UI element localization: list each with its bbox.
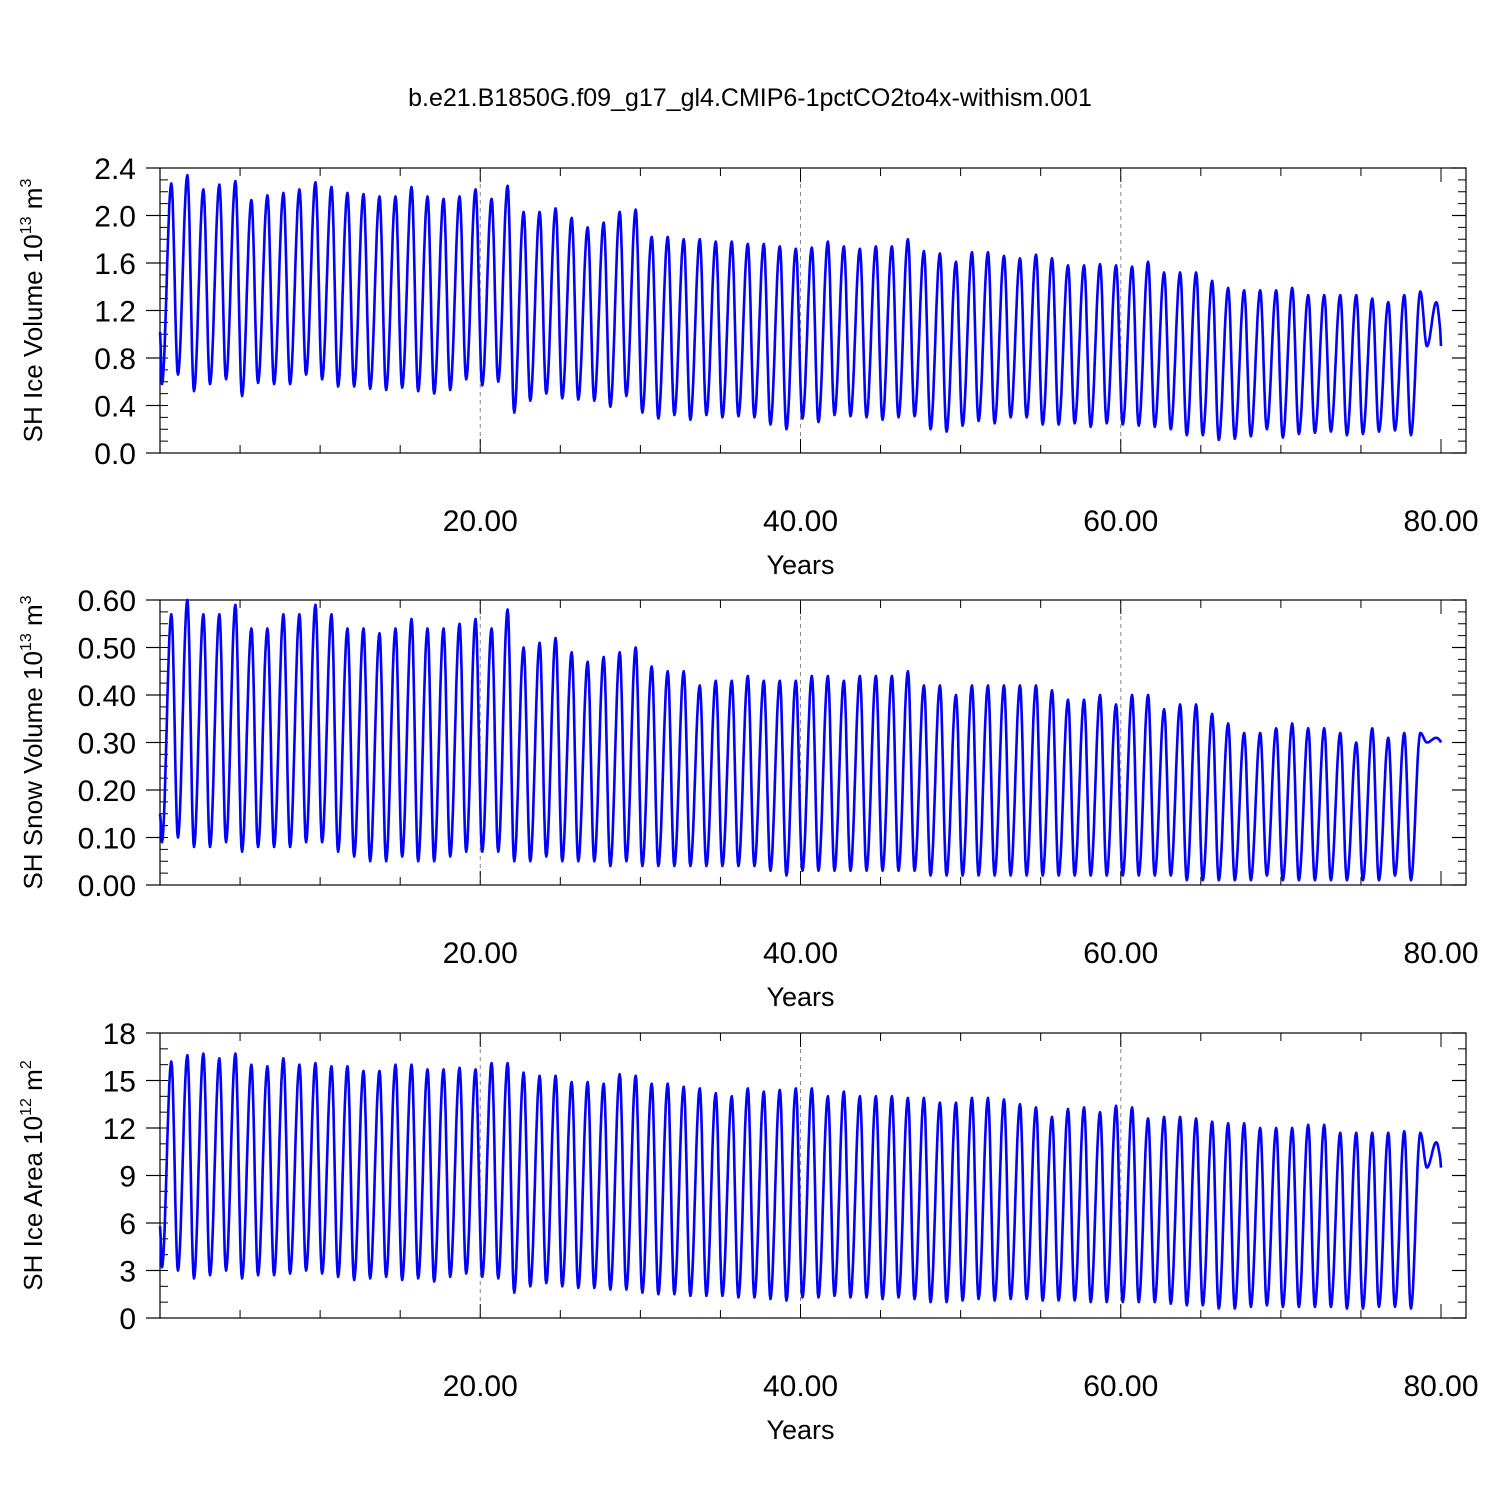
y-tick-label: 1.6 [94, 248, 136, 281]
x-tick-label: 20.00 [443, 937, 518, 970]
x-tick-label: 80.00 [1403, 937, 1478, 970]
y-axis-label-unit: m [18, 188, 48, 217]
x-tick-label: 40.00 [763, 1370, 838, 1403]
y-tick-label: 0 [119, 1303, 136, 1336]
y-axis-label-unit-exponent: 3 [18, 595, 35, 604]
y-tick-label: 0.50 [78, 633, 136, 666]
chart-title: b.e21.B1850G.f09_g17_gl4.CMIP6-1pctCO2to… [408, 84, 1092, 112]
y-tick-label: 0.00 [78, 870, 136, 903]
y-tick-label: 3 [119, 1256, 136, 1289]
x-tick-label: 60.00 [1083, 505, 1158, 538]
x-tick-label: 80.00 [1403, 505, 1478, 538]
y-axis-label: SH Snow Volume 1013 m3 [18, 595, 48, 889]
x-tick-label: 20.00 [443, 505, 518, 538]
y-tick-label: 1.2 [94, 296, 136, 329]
y-axis-label-prefix: SH Snow Volume 10 [18, 651, 48, 889]
x-tick-label: 60.00 [1083, 1370, 1158, 1403]
y-tick-label: 0.8 [94, 343, 136, 376]
y-tick-label: 0.4 [94, 391, 136, 424]
y-tick-label: 15 [103, 1066, 136, 1099]
x-tick-label: 20.00 [443, 1370, 518, 1403]
panel-sh-ice-volume: 0.0 0.4 0.8 1.2 1.6 2.0 2.4 20.00 40.00 60.00 80.0… [18, 153, 1479, 580]
y-tick-label: 12 [103, 1113, 136, 1146]
y-axis-label-unit: m [18, 1069, 48, 1098]
y-tick-label: 9 [119, 1161, 136, 1194]
y-tick-label: 0.20 [78, 775, 136, 808]
series-line-sh-snow-volume [158, 598, 1443, 882]
y-axis-label-exponent: 13 [18, 633, 35, 651]
x-tick-label: 40.00 [763, 505, 838, 538]
y-axis-label-exponent: 13 [18, 216, 35, 234]
y-tick-label: 0.60 [78, 585, 136, 618]
x-tick-label: 60.00 [1083, 937, 1158, 970]
y-tick-label: 18 [103, 1018, 136, 1051]
panel-sh-snow-volume: 0.00 0.10 0.20 0.30 0.40 0.50 0.60 20.00 40.00 60… [18, 585, 1479, 1012]
y-tick-label: 0.40 [78, 680, 136, 713]
y-tick-label: 0.30 [78, 728, 136, 761]
y-tick-label: 2.0 [94, 201, 136, 234]
panel-sh-ice-area: 0 3 6 9 12 15 18 20.00 40.00 60.00 80.00 Years SH Ic… [18, 1018, 1479, 1445]
y-axis-label-unit-exponent: 2 [18, 1060, 35, 1069]
series-line-sh-ice-area [158, 1052, 1443, 1310]
x-tick-label: 40.00 [763, 937, 838, 970]
y-axis-label: SH Ice Area 1012 m2 [18, 1060, 48, 1291]
y-axis-label-prefix: SH Ice Area 10 [18, 1116, 48, 1291]
y-tick-label: 6 [119, 1208, 136, 1241]
x-axis-label: Years [766, 982, 834, 1012]
y-tick-label: 0.10 [78, 823, 136, 856]
y-axis-label-prefix: SH Ice Volume 10 [18, 234, 48, 442]
y-axis-label-unit: m [18, 604, 48, 633]
y-tick-label: 0.0 [94, 438, 136, 471]
y-axis-label-unit-exponent: 3 [18, 179, 35, 188]
y-axis-label-exponent: 12 [18, 1098, 35, 1116]
x-tick-label: 80.00 [1403, 1370, 1478, 1403]
x-axis-label: Years [766, 1415, 834, 1445]
series-line-sh-ice-volume [158, 173, 1443, 442]
y-axis-label: SH Ice Volume 1013 m3 [18, 179, 48, 443]
x-axis-label: Years [766, 550, 834, 580]
y-tick-label: 2.4 [94, 153, 136, 186]
